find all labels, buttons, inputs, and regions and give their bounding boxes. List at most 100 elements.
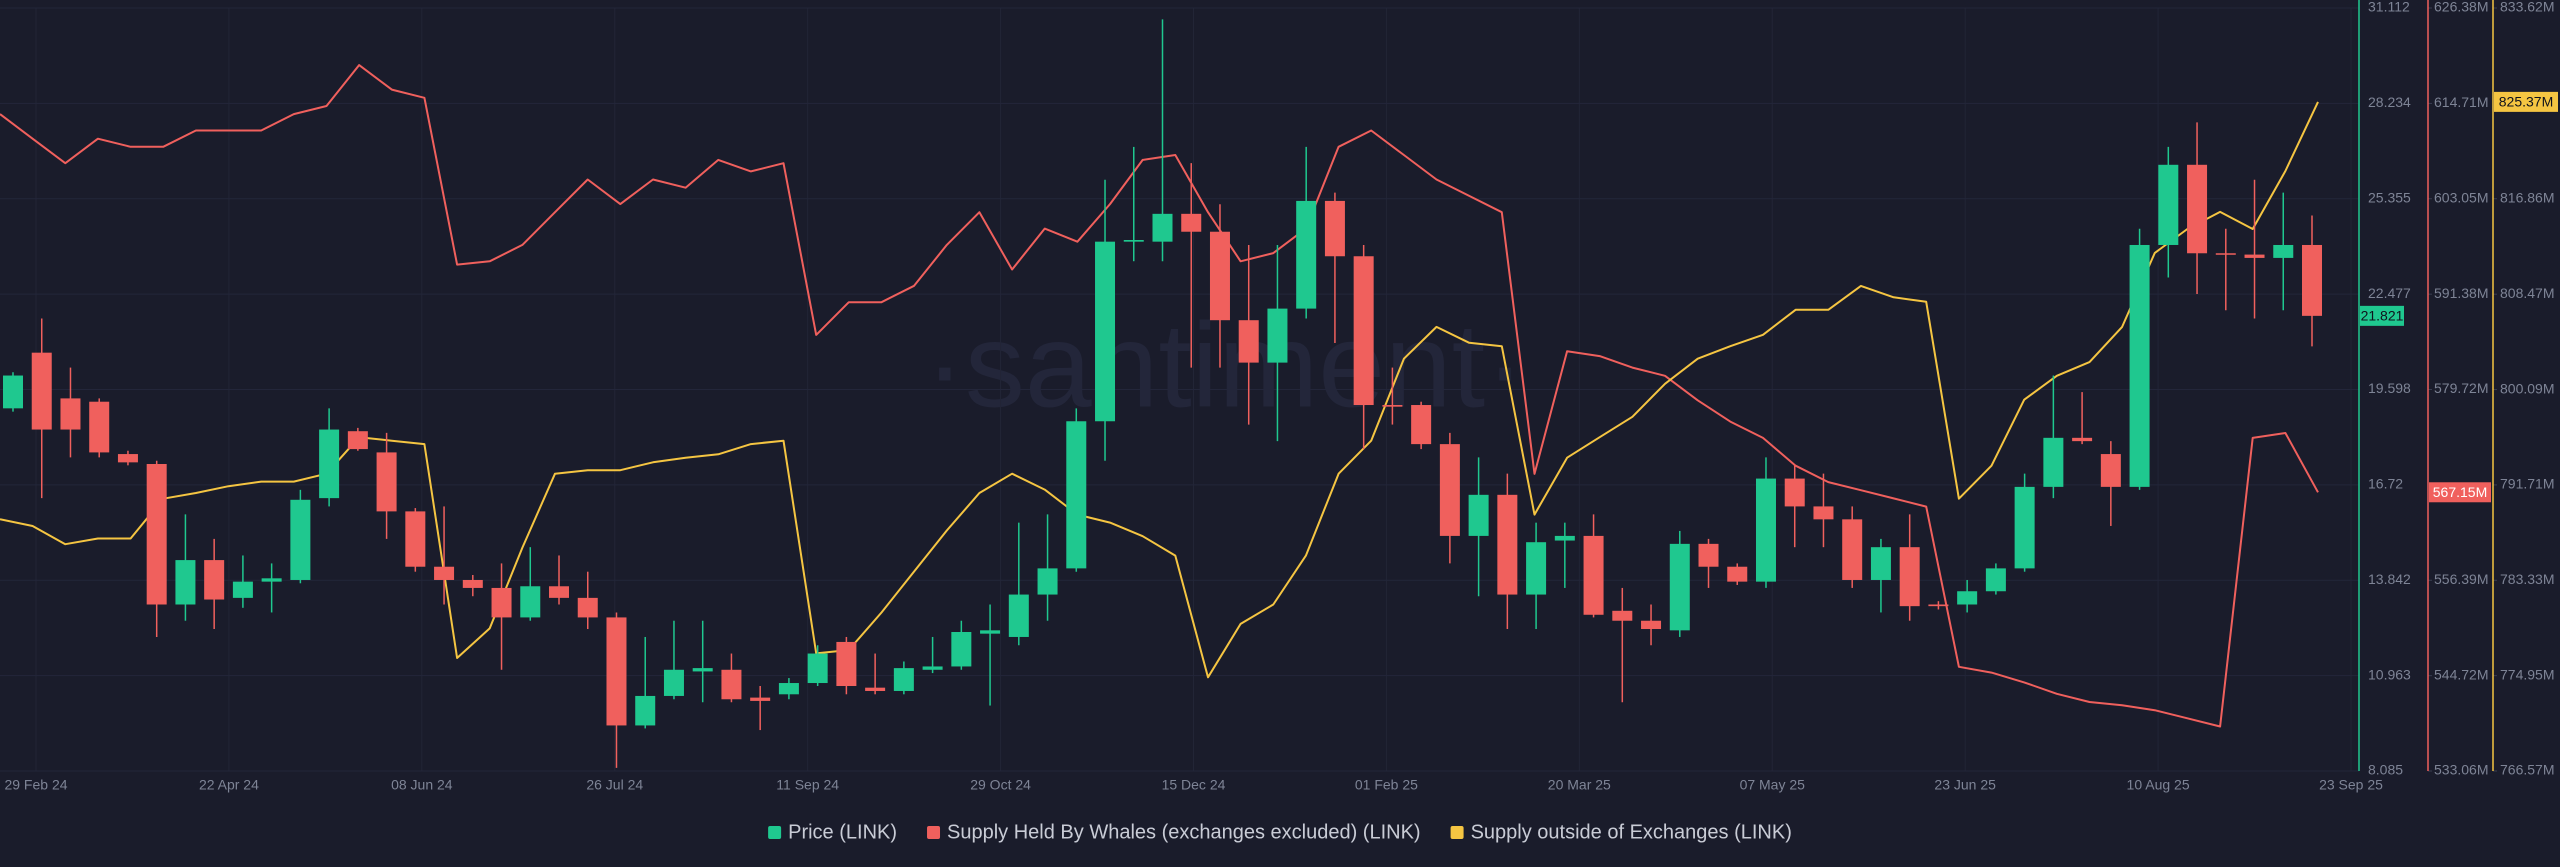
legend-swatch — [1450, 826, 1464, 839]
candle-body — [692, 668, 713, 672]
x-tick-label: 11 Sep 24 — [776, 777, 839, 793]
candle-body — [778, 683, 799, 695]
candle-body — [663, 669, 684, 696]
candle-body — [2187, 164, 2208, 254]
candle-body — [1324, 200, 1345, 257]
y-tick-label: 626.38M — [2434, 0, 2488, 15]
candle-body — [1985, 568, 2006, 592]
candle-body — [1037, 568, 1058, 595]
candle-body — [1554, 535, 1575, 541]
y-tick-label: 13.842 — [2368, 571, 2411, 587]
candle-body — [1209, 231, 1230, 321]
candle-body — [261, 578, 282, 582]
candle-body — [204, 560, 225, 600]
y-tick-label: 774.95M — [2500, 666, 2554, 682]
candle-body — [1669, 543, 1690, 631]
legend-swatch — [768, 826, 782, 839]
value-badge — [2429, 482, 2491, 503]
x-tick-label: 22 Apr 24 — [199, 777, 259, 793]
candle-body — [1727, 566, 1748, 582]
legend-label: Price (LINK) — [788, 821, 897, 843]
candle-body — [319, 429, 340, 499]
candle-body — [1181, 213, 1202, 232]
candle-body — [491, 587, 512, 618]
x-tick-label: 01 Feb 25 — [1355, 777, 1418, 793]
candle-body — [807, 653, 828, 684]
y-tick-label: 614.71M — [2434, 94, 2488, 110]
y-tick-label: 808.47M — [2500, 285, 2554, 301]
candle-body — [1152, 213, 1173, 242]
y-tick-label: 22.477 — [2368, 285, 2411, 301]
candle-body — [1641, 620, 1662, 630]
candle-body — [951, 631, 972, 667]
y-tick-label: 28.234 — [2368, 94, 2411, 110]
value-badge — [2360, 305, 2404, 326]
candle-body — [1439, 444, 1460, 536]
candle-body — [60, 398, 81, 430]
candle-body — [434, 566, 455, 580]
candle-body — [549, 586, 570, 598]
candle-body — [1583, 535, 1604, 615]
y-tick-label: 579.72M — [2434, 380, 2488, 396]
legend-swatch — [927, 826, 941, 839]
candle-body — [89, 401, 110, 453]
candle-body — [893, 668, 914, 691]
x-tick-label: 29 Oct 24 — [970, 777, 1031, 793]
y-tick-label: 791.71M — [2500, 476, 2554, 492]
y-tick-label: 31.112 — [2368, 0, 2410, 15]
x-tick-label: 23 Jun 25 — [1934, 777, 1996, 793]
candle-body — [1008, 594, 1029, 637]
y-tick-label: 833.62M — [2500, 0, 2554, 15]
legend: Price (LINK) Supply Held By Whales (excha… — [768, 821, 1792, 843]
y-tick-label: 25.355 — [2368, 189, 2411, 205]
value-badge-label: 567.15M — [2433, 484, 2487, 500]
y-tick-label: 783.33M — [2500, 571, 2554, 587]
candle-body — [1468, 494, 1489, 536]
candle-body — [462, 579, 483, 588]
candle-body — [1870, 547, 1891, 580]
candle-body — [2244, 254, 2265, 258]
candle-body — [836, 641, 857, 687]
candle-body — [980, 630, 1001, 634]
candle-body — [175, 560, 196, 605]
candle-body — [1526, 542, 1547, 595]
y-tick-label: 800.09M — [2500, 380, 2554, 396]
x-tick-label: 26 Jul 24 — [586, 777, 643, 793]
y-tick-label: 603.05M — [2434, 189, 2488, 205]
legend-label: Supply outside of Exchanges (LINK) — [1471, 821, 1792, 843]
candle-body — [347, 431, 368, 450]
candle-body — [1123, 240, 1144, 242]
candle-body — [1411, 405, 1432, 445]
candle-body — [1899, 547, 1920, 607]
y-tick-label: 556.39M — [2434, 571, 2488, 587]
candle-body — [2273, 244, 2294, 258]
candle-body — [606, 617, 627, 726]
y-tick-label: 591.38M — [2434, 285, 2488, 301]
candle-body — [3, 375, 23, 409]
x-tick-label: 20 Mar 25 — [1548, 777, 1611, 793]
candle-body — [1382, 405, 1403, 407]
x-tick-label: 07 May 25 — [1740, 777, 1806, 793]
candle-body — [1755, 478, 1776, 582]
legend-label: Supply Held By Whales (exchanges exclude… — [947, 821, 1421, 843]
candle-body — [1784, 478, 1805, 507]
candle-body — [2014, 486, 2035, 569]
candle-body — [2043, 437, 2064, 487]
y-tick-label: 8.085 — [2368, 762, 2403, 778]
candle-body — [721, 669, 742, 700]
candle-body — [2072, 437, 2093, 442]
candle-body — [2215, 253, 2236, 255]
candle-body — [865, 687, 886, 691]
candle-body — [2129, 244, 2150, 487]
value-badge-label: 825.37M — [2499, 94, 2553, 110]
candle-body — [922, 666, 943, 670]
candle-body — [405, 511, 426, 567]
candle-body — [1267, 308, 1288, 363]
candle-body — [1238, 320, 1259, 363]
value-badge — [2494, 91, 2558, 112]
x-tick-label: 29 Feb 24 — [4, 777, 67, 793]
candle-body — [31, 352, 52, 430]
candle-body — [577, 597, 598, 618]
